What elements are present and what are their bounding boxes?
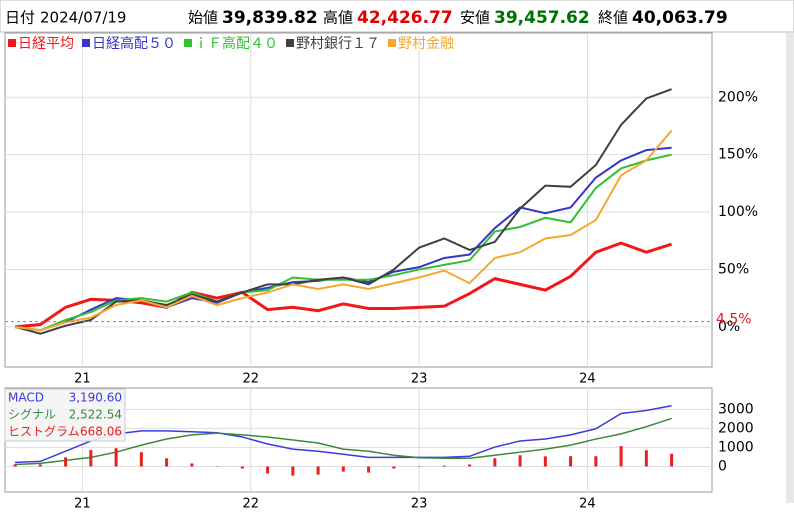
histogram-bar bbox=[392, 466, 396, 469]
series-line bbox=[14, 88, 672, 335]
histogram-bar bbox=[13, 464, 17, 467]
x-tick-label: 22 bbox=[242, 497, 259, 512]
histogram-bar bbox=[543, 456, 547, 467]
price-label: 始値 bbox=[188, 9, 218, 27]
price-label: 安値 bbox=[460, 9, 490, 27]
legend-label: 野村金融 bbox=[398, 36, 454, 52]
histogram-bar bbox=[38, 464, 42, 467]
histogram-bar bbox=[493, 458, 497, 467]
legend-label: 日経高配５０ bbox=[92, 35, 176, 52]
x-tick-label: 23 bbox=[411, 497, 428, 512]
x-tick-label: 24 bbox=[579, 497, 596, 512]
histogram-bar bbox=[240, 466, 244, 469]
y-tick-label: 3000 bbox=[718, 401, 754, 417]
histogram-bar bbox=[190, 463, 194, 467]
legend-value: 2,522.54 bbox=[69, 408, 122, 422]
legend-label: 野村銀行１７ bbox=[296, 36, 380, 52]
histogram-bar bbox=[619, 446, 623, 467]
scrollbar bbox=[786, 33, 794, 503]
legend-value: 3,190.60 bbox=[69, 391, 122, 405]
histogram-bar bbox=[64, 457, 68, 467]
price-label: 高値 bbox=[323, 9, 353, 27]
series-line bbox=[15, 417, 672, 466]
header-bar bbox=[0, 0, 794, 33]
legend-swatch bbox=[286, 39, 294, 47]
histogram-bar bbox=[594, 456, 598, 467]
price-value: 39,457.62 bbox=[494, 8, 590, 28]
price-value: 42,426.77 bbox=[357, 8, 453, 28]
y-tick-label: 200% bbox=[718, 89, 758, 105]
x-tick-label: 21 bbox=[74, 372, 91, 387]
y-tick-label: 150% bbox=[718, 147, 758, 163]
price-value: 39,839.82 bbox=[222, 8, 318, 28]
date: 2024/07/19 bbox=[40, 9, 126, 27]
histogram-bar bbox=[114, 448, 118, 467]
histogram-bar bbox=[316, 466, 320, 475]
histogram-bar bbox=[165, 458, 169, 467]
histogram-bar bbox=[644, 450, 648, 467]
x-tick-label: 21 bbox=[74, 497, 91, 512]
legend-swatch bbox=[388, 39, 396, 47]
histogram-bar bbox=[341, 466, 345, 472]
y-tick-label: 0% bbox=[718, 319, 740, 335]
legend-label: ｉＦ高配４０ bbox=[194, 35, 278, 52]
histogram-bar bbox=[367, 466, 371, 473]
legend-label: MACD bbox=[8, 391, 44, 405]
current-label: 4.5% bbox=[716, 312, 752, 328]
histogram-bar bbox=[569, 456, 573, 467]
histogram-bar bbox=[89, 450, 93, 467]
histogram-bar bbox=[670, 453, 674, 467]
main-frame bbox=[4, 32, 713, 368]
x-tick-label: 24 bbox=[579, 372, 596, 387]
histogram-bar bbox=[266, 466, 270, 474]
x-tick-label: 23 bbox=[411, 372, 428, 387]
legend-swatch bbox=[82, 39, 90, 47]
series-line bbox=[14, 129, 673, 332]
date-label: 日付 bbox=[5, 9, 35, 27]
legend-box bbox=[4, 388, 126, 442]
legend-label: シグナル bbox=[8, 408, 56, 422]
histogram-bar bbox=[139, 452, 143, 467]
histogram-bar bbox=[518, 455, 522, 467]
legend-value: 668.06 bbox=[80, 425, 122, 439]
y-tick-label: 100% bbox=[718, 204, 758, 220]
histogram-bar bbox=[291, 466, 295, 476]
y-tick-label: 1000 bbox=[718, 439, 754, 455]
x-tick-label: 22 bbox=[242, 372, 259, 387]
legend-swatch bbox=[8, 39, 16, 47]
y-tick-label: 50% bbox=[718, 261, 749, 277]
histogram-bar bbox=[468, 464, 472, 467]
legend-swatch bbox=[184, 39, 192, 47]
series-line bbox=[14, 153, 672, 332]
legend-label: ヒストグラム bbox=[8, 425, 80, 439]
legend-label: 日経平均 bbox=[18, 36, 74, 52]
histogram-bar bbox=[442, 465, 446, 467]
y-tick-label: 2000 bbox=[718, 420, 754, 436]
y-tick-label: 0 bbox=[718, 458, 727, 474]
price-value: 40,063.79 bbox=[632, 8, 728, 28]
price-label: 終値 bbox=[598, 9, 628, 27]
